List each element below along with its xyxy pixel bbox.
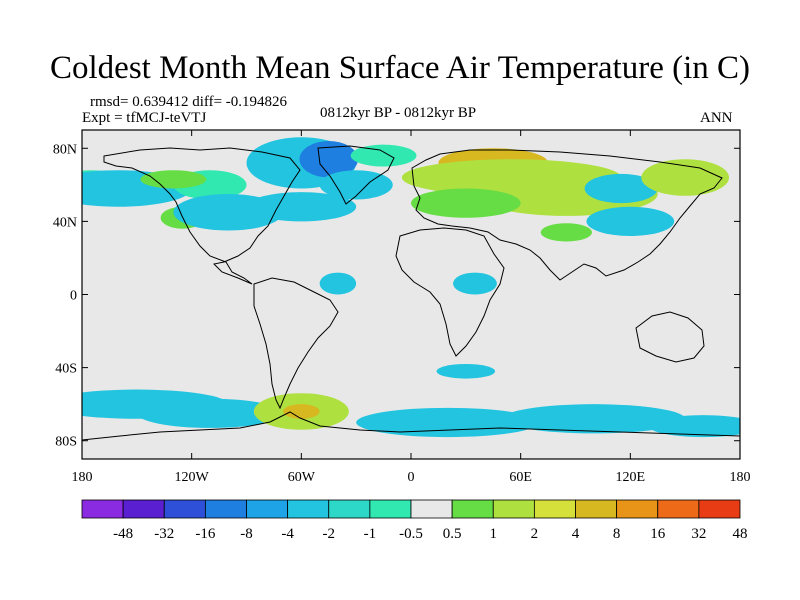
colorbar-label: -32 [154,526,174,542]
anomaly-region-cool [436,363,496,379]
colorbar-label: 0.5 [443,526,462,542]
lat-tick-label: 80S [55,435,77,450]
season-label: ANN [700,110,733,126]
colorbar-label: -48 [113,526,133,542]
colorbar-swatch [204,499,247,519]
anomaly-region-cool [136,398,284,428]
lon-tick-label: 60W [288,470,316,485]
coastline-north-america [103,147,301,285]
colorbar-swatch [328,499,371,519]
longitude-axis: 180 120W 60W 0 60E 120E 180 [72,130,751,485]
lat-tick-label: 40N [53,215,77,230]
lon-tick-label: 120W [175,470,210,485]
colorbar-swatch [287,499,330,519]
colorbar-swatch [81,499,124,519]
anomaly-region-cool [319,170,393,200]
anomaly-region-cool [586,206,675,237]
colorbar-swatch [410,499,453,519]
lat-tick-label: 0 [70,289,77,304]
colorbar-label: 1 [490,526,498,542]
colorbar-swatch [575,499,618,519]
lon-tick-label: 0 [408,470,415,485]
colorbar-swatch [246,499,289,519]
coastline-south-america [253,277,339,410]
colorbar-label: -8 [240,526,253,542]
lon-tick-label: 180 [72,470,93,485]
coastline-australia [635,311,705,363]
colorbar-label: -2 [323,526,336,542]
colorbar-label: 8 [613,526,621,542]
lon-tick-label: 60E [509,470,532,485]
colorbar-swatch [533,499,576,519]
anomaly-region-warm [641,159,730,196]
colorbar-swatch [698,499,741,519]
period-label: 0812kyr BP - 0812kyr BP [320,105,477,121]
anomaly-region-warm-weak [411,188,521,218]
colorbar-swatch [492,499,535,519]
colorbar-swatch [657,499,700,519]
anomaly-region-cool [356,407,539,438]
anomaly-region-warm-weak [540,223,592,242]
anomaly-region-cool [319,272,357,295]
colorbar-label: 32 [691,526,706,542]
colorbar-swatch [616,499,659,519]
experiment-label: Expt = tfMCJ-teVTJ [82,110,207,126]
anomaly-region-cool [502,404,686,434]
anomaly-region-cool [246,192,357,222]
map-title: Coldest Month Mean Surface Air Temperatu… [50,50,750,86]
latitude-axis: 80N 40N 0 40S 80S [53,142,740,450]
coastline-africa [395,227,505,357]
coastline-antarctica [82,411,740,441]
colorbar-swatch [369,499,412,519]
coastline-greenland [317,145,395,205]
lat-tick-label: 80N [53,142,77,157]
anomaly-region-cool [648,415,740,438]
lon-tick-label: 120E [616,470,646,485]
colorbar-label: -16 [195,526,215,542]
anomaly-region-cool [453,272,497,295]
colorbar-label: 2 [531,526,539,542]
colorbar-label: -1 [364,526,377,542]
colorbar-label: 48 [733,526,748,542]
colorbar: -48 -32 -16 -8 -4 -2 -1 -0.5 0.5 1 2 4 8 16 32 48 [81,499,748,542]
colorbar-label: 16 [650,526,666,542]
anomaly-region-warm-weak [140,170,207,189]
rmsd-diff-stats: rmsd= 0.639412 diff= -0.194826 [90,94,288,110]
lat-tick-label: 40S [55,362,77,377]
anomaly-region-cool-weak [350,144,417,167]
colorbar-swatch [163,499,206,519]
lon-tick-label: 180 [730,470,751,485]
colorbar-label: 4 [572,526,580,542]
colorbar-swatch [451,499,494,519]
coastlines [82,145,740,441]
colorbar-swatch [122,499,165,519]
map-plot-area [81,129,741,460]
coastline-eurasia [411,149,723,281]
anomaly-region-warm-strong [283,404,320,419]
colorbar-label: -0.5 [399,526,423,542]
colorbar-label: -4 [281,526,294,542]
anomaly-region-cool [584,173,658,204]
anomaly-region-cool-strong [299,140,358,178]
